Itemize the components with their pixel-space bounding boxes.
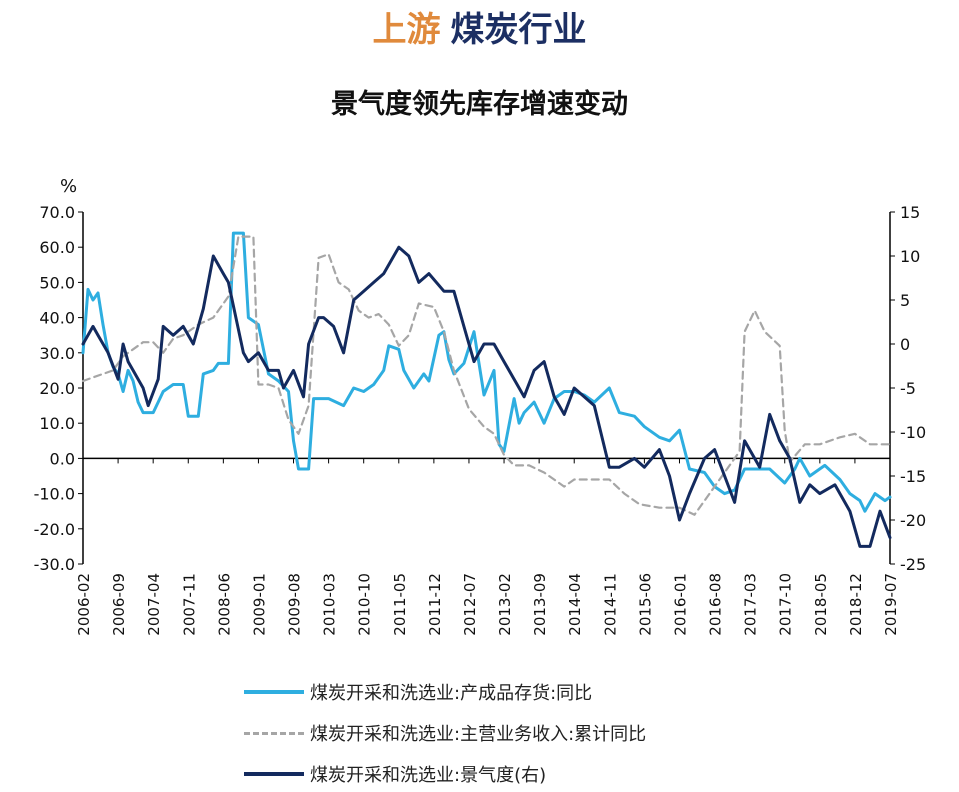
x-tick-label: 2009-01 bbox=[250, 573, 268, 636]
x-tick-label: 2006-09 bbox=[110, 573, 128, 636]
right-tick-label: 0 bbox=[900, 335, 910, 354]
series-lines bbox=[81, 231, 892, 548]
x-tick-label: 2018-12 bbox=[847, 573, 865, 636]
left-tick-label: 60.0 bbox=[39, 238, 75, 257]
x-tick-label: 2014-04 bbox=[566, 573, 584, 636]
right-tick-label: 15 bbox=[900, 203, 920, 222]
legend-swatch bbox=[244, 731, 304, 735]
x-tick-label: 2016-08 bbox=[707, 573, 725, 636]
x-tick-label: 2006-02 bbox=[75, 573, 93, 636]
x-tick-label: 2017-03 bbox=[742, 573, 760, 636]
x-tick-label: 2013-09 bbox=[531, 573, 549, 636]
x-tick-label: 2014-11 bbox=[601, 573, 619, 636]
legend-swatch bbox=[244, 772, 304, 776]
page-header: 上游 煤炭行业 bbox=[0, 2, 959, 51]
left-tick-label: 10.0 bbox=[39, 414, 75, 433]
left-tick-label: -30.0 bbox=[34, 555, 75, 574]
left-tick-label: -10.0 bbox=[34, 485, 75, 504]
x-tick-label: 2007-11 bbox=[180, 573, 198, 636]
x-tick-label: 2010-03 bbox=[321, 573, 339, 636]
right-tick-label: 10 bbox=[900, 247, 920, 266]
x-tick-label: 2019-07 bbox=[882, 573, 900, 636]
left-tick-label: 50.0 bbox=[39, 273, 75, 292]
axes: 70.0 60.0 50.0 40.0 30.0 20.0 10.0 0.0 -10.0 -20.… bbox=[34, 176, 927, 636]
x-tick-label: 2013-02 bbox=[496, 573, 514, 636]
right-tick-label: 5 bbox=[900, 291, 910, 310]
x-tick-label: 2010-10 bbox=[356, 573, 374, 636]
x-tick-label: 2018-05 bbox=[812, 573, 830, 636]
x-tick-label: 2011-05 bbox=[391, 573, 409, 636]
legend-item: 煤炭开采和洗选业:景气度(右) bbox=[244, 759, 546, 789]
series-line-1 bbox=[81, 231, 892, 513]
x-tick-label: 2008-06 bbox=[215, 573, 233, 636]
chart-title: 景气度领先库存增速变动 bbox=[331, 89, 628, 120]
header-industry: 煤炭行业 bbox=[450, 10, 587, 50]
x-tick-label: 2017-10 bbox=[777, 573, 795, 636]
x-tick-label: 2015-06 bbox=[636, 573, 654, 636]
series-line-3 bbox=[81, 245, 892, 548]
x-tick-label: 2016-01 bbox=[671, 573, 689, 636]
legend-item: 煤炭开采和洗选业:主营业务收入:累计同比 bbox=[244, 718, 646, 748]
legend-label: 煤炭开采和洗选业:景气度(右) bbox=[310, 765, 547, 786]
x-tick-label: 2011-12 bbox=[426, 573, 444, 636]
left-tick-label: -20.0 bbox=[34, 520, 75, 539]
legend-label: 煤炭开采和洗选业:主营业务收入:累计同比 bbox=[310, 724, 647, 745]
legend-label: 煤炭开采和洗选业:产成品存货:同比 bbox=[310, 683, 593, 704]
x-tick-label: 2009-08 bbox=[286, 573, 304, 636]
right-tick-label: -25 bbox=[900, 555, 926, 574]
right-tick-label: -15 bbox=[900, 467, 926, 486]
legend-item: 煤炭开采和洗选业:产成品存货:同比 bbox=[244, 677, 592, 707]
right-tick-label: -5 bbox=[900, 379, 916, 398]
right-tick-label: -20 bbox=[900, 511, 926, 530]
right-tick-label: -10 bbox=[900, 423, 926, 442]
left-tick-label: 70.0 bbox=[39, 203, 75, 222]
left-axis-unit: % bbox=[60, 176, 77, 197]
legend-swatch bbox=[244, 690, 304, 694]
header-category: 上游 bbox=[372, 10, 441, 50]
left-tick-label: 20.0 bbox=[39, 379, 75, 398]
left-tick-label: 30.0 bbox=[39, 344, 75, 363]
left-tick-label: 0.0 bbox=[50, 449, 75, 468]
left-tick-label: 40.0 bbox=[39, 309, 75, 328]
x-tick-label: 2007-04 bbox=[145, 573, 163, 636]
x-tick-label: 2012-07 bbox=[461, 573, 479, 636]
